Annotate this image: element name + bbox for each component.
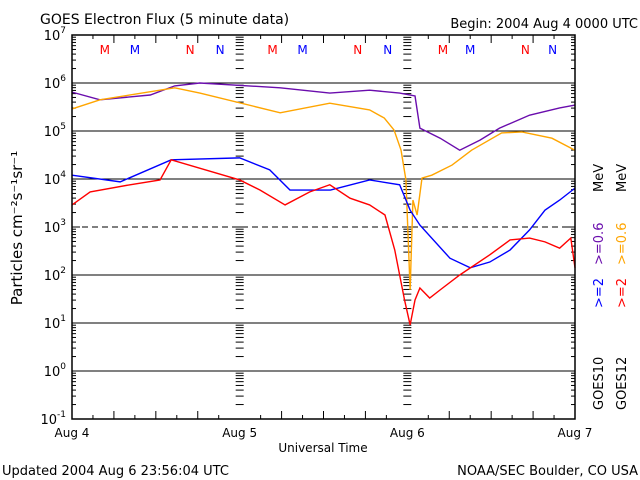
y-tick-exponent: -1 — [57, 410, 66, 420]
legend-goes10-high: >=0.6 — [592, 223, 607, 265]
local-time-marker: N — [353, 43, 362, 57]
plot-frame — [71, 34, 576, 420]
y-tick-exponent: 4 — [60, 170, 66, 180]
x-axis-label: Universal Time — [278, 441, 367, 455]
y-tick-label: 103 — [44, 218, 66, 236]
legend-goes12-sat: GOES12 — [615, 357, 630, 410]
local-time-marker: N — [186, 43, 195, 57]
y-tick-exponent: 7 — [60, 26, 66, 36]
y-tick-exponent: 6 — [60, 74, 66, 84]
local-time-marker: N — [216, 43, 225, 57]
legend-goes12-high: >=0.6 — [615, 223, 630, 265]
y-axis-label: Particles cm⁻²s⁻¹sr⁻¹ — [8, 151, 26, 305]
y-tick-exponent: 0 — [60, 362, 66, 372]
updated-label: Updated 2004 Aug 6 23:56:04 UTC — [2, 464, 229, 479]
local-time-marker: M — [297, 43, 307, 57]
legend-goes12-unit: MeV — [615, 164, 630, 192]
local-time-marker: N — [383, 43, 392, 57]
legend-goes10-sat: GOES10 — [592, 357, 607, 410]
legend: GOES10 >=2 >=0.6 MeV GOES12 >=2 >=0.6 Me… — [592, 164, 630, 410]
y-tick-label: 106 — [44, 74, 67, 92]
legend-goes12-low: >=2 — [615, 278, 630, 308]
y-tick-label: 104 — [44, 170, 67, 188]
x-tick-label: Aug 6 — [390, 426, 425, 440]
y-tick-label: 105 — [44, 122, 66, 140]
x-tick-label: Aug 4 — [55, 426, 90, 440]
series-line-3 — [71, 158, 576, 326]
local-time-marker: M — [130, 43, 140, 57]
local-time-marker: M — [465, 43, 475, 57]
begin-label: Begin: 2004 Aug 4 0000 UTC — [450, 17, 638, 32]
y-tick-exponent: 5 — [60, 122, 66, 132]
y-tick-exponent: 2 — [60, 266, 66, 276]
y-tick-exponent: 3 — [60, 218, 66, 228]
y-tick-label: 101 — [44, 314, 66, 332]
series-line-1 — [71, 87, 576, 290]
local-time-marker: N — [548, 43, 557, 57]
legend-goes10-low: >=2 — [592, 278, 607, 308]
legend-goes10-unit: MeV — [592, 164, 607, 192]
local-time-marker: N — [521, 43, 530, 57]
chart-title: GOES Electron Flux (5 minute data) — [40, 12, 289, 28]
series-line-0 — [71, 82, 576, 151]
y-tick-label: 100 — [44, 362, 67, 380]
credit-label: NOAA/SEC Boulder, CO USA — [457, 464, 638, 479]
series-line-2 — [71, 157, 576, 269]
x-tick-label: Aug 5 — [222, 426, 257, 440]
y-tick-exponent: 1 — [60, 314, 66, 324]
y-tick-label: 107 — [44, 26, 66, 44]
local-time-marker: M — [267, 43, 277, 57]
x-tick-label: Aug 7 — [558, 426, 593, 440]
local-time-marker: M — [438, 43, 448, 57]
local-time-marker: M — [100, 43, 110, 57]
y-tick-label: 102 — [44, 266, 66, 284]
